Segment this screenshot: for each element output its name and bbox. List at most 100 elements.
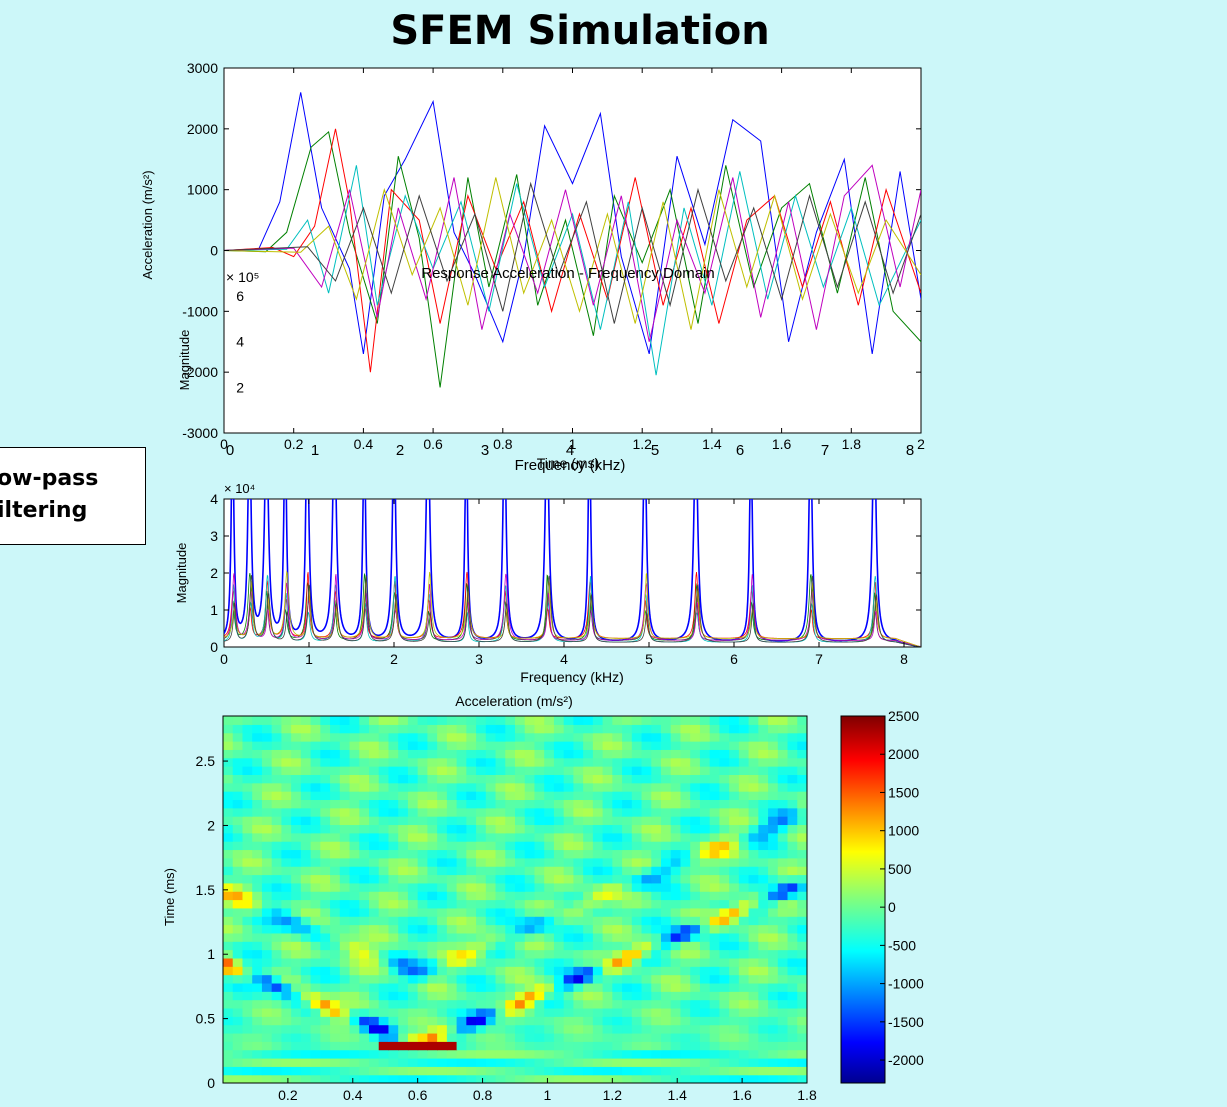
contour-cell	[797, 982, 807, 992]
contour-cell	[709, 882, 720, 892]
contour-cell	[515, 857, 526, 867]
contour-cell	[573, 1024, 584, 1034]
contour-cell	[369, 966, 380, 976]
contour-cell	[563, 791, 574, 801]
contour-cell	[768, 949, 779, 959]
contour-cell	[330, 866, 341, 876]
contour-cell	[573, 974, 584, 984]
contour-cell	[261, 766, 273, 775]
contour-cell	[261, 899, 273, 909]
contour-cell	[252, 1049, 263, 1059]
contour-cell	[622, 999, 633, 1009]
contour-cell	[300, 1049, 312, 1059]
contour-cell	[787, 799, 798, 809]
contour-cell	[310, 1074, 321, 1083]
colorbar-tick-label: -2000	[888, 1052, 924, 1068]
time-x-tick-label: 0.4	[354, 436, 374, 452]
contour-cell	[729, 741, 740, 750]
contour-cell	[699, 882, 711, 892]
spectrum-x-tick-label: 8	[900, 651, 908, 667]
contour-cell	[281, 807, 292, 817]
contour-cell	[738, 799, 750, 809]
contour-cell	[281, 941, 292, 951]
contour-cell	[768, 774, 779, 784]
contour-cell	[330, 791, 341, 801]
contour-title: Acceleration (m/s²)	[455, 693, 572, 709]
contour-cell	[359, 899, 370, 909]
contour-cell	[719, 824, 730, 834]
contour-cell	[466, 774, 477, 784]
contour-cell	[777, 957, 789, 967]
time-y-tick-label: 0	[210, 243, 218, 259]
contour-cell	[602, 774, 613, 784]
contour-cell	[680, 999, 691, 1009]
contour-cell	[300, 1007, 312, 1017]
contour-cell	[359, 824, 370, 834]
contour-cell	[407, 916, 419, 926]
contour-cell	[369, 791, 380, 801]
contour-cell	[398, 874, 409, 884]
contour-cell	[797, 991, 807, 1001]
contour-cell	[544, 1074, 555, 1083]
contour-cell	[699, 1074, 711, 1083]
contour-cell	[252, 966, 263, 976]
contour-cell	[524, 849, 536, 859]
contour-cell	[476, 891, 487, 901]
contour-cell	[641, 957, 652, 967]
contour-cell	[398, 949, 409, 959]
contour-cell	[738, 907, 750, 917]
contour-cell	[223, 1041, 234, 1051]
contour-cell	[339, 1057, 351, 1067]
contour-cell	[524, 1024, 536, 1034]
contour-cell	[602, 949, 613, 959]
contour-cell	[407, 1016, 419, 1026]
contour-cell	[729, 807, 740, 817]
contour-cell	[495, 782, 506, 792]
contour-y-tick-label: 0.5	[196, 1011, 216, 1027]
contour-cell	[495, 899, 506, 909]
contour-cell	[427, 816, 438, 826]
contour-cell	[612, 866, 623, 876]
contour-cell	[573, 941, 584, 951]
contour-cell	[670, 757, 682, 767]
contour-cell	[369, 974, 380, 984]
contour-cell	[787, 766, 798, 775]
contour-cell	[300, 1024, 312, 1034]
contour-cell	[232, 1041, 244, 1051]
contour-cell	[729, 824, 740, 834]
contour-cell	[680, 766, 691, 775]
contour-cell	[417, 916, 428, 926]
contour-cell	[232, 857, 244, 867]
contour-cell	[641, 1057, 652, 1067]
contour-cell	[281, 874, 292, 884]
contour-cell	[768, 1041, 779, 1051]
contour-cell	[777, 882, 789, 892]
contour-cell	[787, 1024, 798, 1034]
contour-cell	[758, 1007, 769, 1017]
contour-cell	[787, 724, 798, 734]
contour-cell	[427, 982, 438, 992]
contour-cell	[505, 999, 516, 1009]
contour-cell	[592, 957, 604, 967]
contour-cell	[476, 866, 487, 876]
contour-cell	[563, 799, 574, 809]
contour-cell	[777, 874, 789, 884]
contour-cell	[252, 824, 263, 834]
contour-cell	[758, 1016, 769, 1026]
contour-cell	[388, 1024, 399, 1034]
contour-cell	[417, 1049, 428, 1059]
contour-cell	[407, 824, 419, 834]
contour-cell	[339, 791, 351, 801]
contour-cell	[758, 924, 769, 934]
contour-cell	[456, 841, 467, 851]
contour-cell	[709, 966, 720, 976]
contour-cell	[476, 824, 487, 834]
contour-cell	[583, 866, 594, 876]
contour-cell	[485, 1007, 497, 1017]
contour-cell	[670, 1024, 682, 1034]
contour-cell	[768, 1057, 779, 1067]
contour-cell	[388, 832, 399, 842]
contour-cell	[242, 991, 253, 1001]
contour-cell	[223, 891, 234, 901]
contour-cell	[261, 949, 273, 959]
